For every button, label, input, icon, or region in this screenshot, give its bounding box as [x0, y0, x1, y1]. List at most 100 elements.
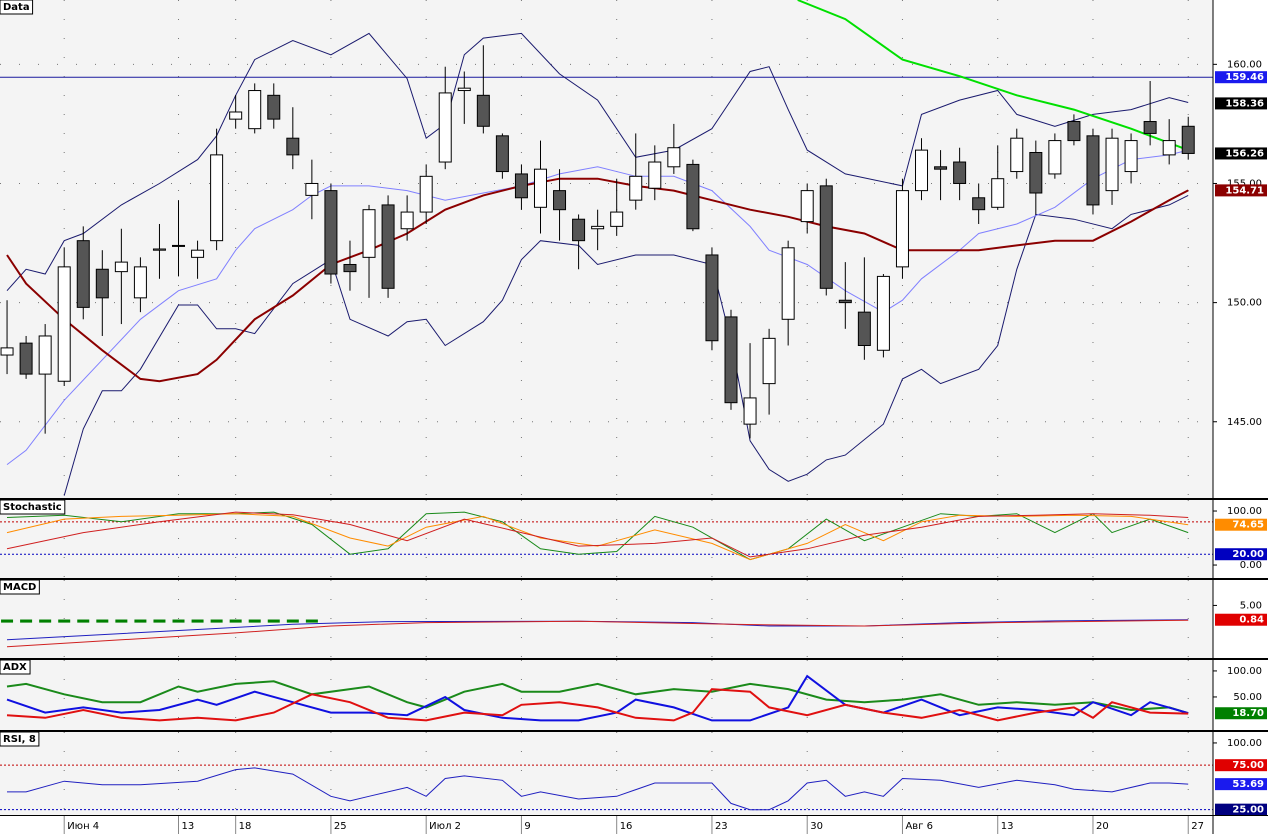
indicator-line: [6, 619, 1189, 648]
price-badge-label: 18.70: [1232, 708, 1264, 719]
candle-body: [705, 254, 719, 342]
y-tick-label: 145.00: [1227, 417, 1262, 428]
candle-body: [648, 161, 662, 189]
histogram-bar: [172, 619, 185, 623]
panel-title: Data: [3, 2, 30, 13]
candle-body: [1010, 137, 1024, 173]
candle-body: [953, 161, 967, 184]
price-badge-label: 154.71: [1225, 185, 1264, 196]
candle-body: [57, 266, 71, 382]
price-badge-label: 75.00: [1232, 760, 1264, 771]
histogram-bar: [115, 619, 128, 623]
candle-body: [800, 190, 814, 223]
histogram-bar: [1, 619, 14, 623]
candle-body: [1181, 125, 1195, 154]
indicator-line: [6, 680, 1189, 715]
candle-body: [1105, 137, 1119, 192]
y-tick-label: 100.00: [1227, 506, 1262, 517]
candle-body: [514, 173, 528, 199]
candle-body: [857, 311, 871, 347]
panel-bg: [0, 732, 1213, 815]
candle-body: [114, 261, 128, 273]
panel-title: Stochastic: [3, 502, 62, 513]
candle-body: [248, 90, 262, 130]
candle-body: [38, 335, 52, 375]
candle-body: [1067, 121, 1081, 142]
candle-body: [610, 211, 624, 227]
x-tick-label: 13: [1001, 821, 1014, 832]
indicator-line: [7, 767, 1189, 811]
panel-title: RSI, 8: [3, 734, 36, 745]
x-tick-label: 20: [1096, 821, 1109, 832]
candle-body: [19, 342, 33, 375]
histogram-bar: [191, 619, 204, 623]
price-badge: [1215, 71, 1267, 84]
price-badge-label: 158.36: [1225, 98, 1264, 109]
panel-title-box: [0, 659, 31, 675]
candle-body: [381, 204, 395, 289]
x-tick-label: Июн 4: [67, 821, 99, 832]
candle-body: [972, 197, 986, 211]
candle-body: [553, 190, 567, 211]
panel-bg: [0, 0, 1213, 498]
candle-body: [400, 211, 414, 230]
candle-body: [591, 225, 605, 230]
histogram-bar: [153, 619, 166, 623]
candle-body: [476, 94, 490, 127]
x-tick-label: 13: [182, 821, 195, 832]
histogram-bar: [210, 619, 223, 623]
histogram-bar: [248, 619, 261, 623]
y-tick-label: 5.00: [1240, 600, 1262, 611]
x-tick-label: 16: [620, 821, 633, 832]
histogram-bar: [96, 619, 109, 623]
candle-body: [572, 218, 586, 242]
histogram-bar: [267, 619, 280, 623]
candle-body: [95, 268, 109, 299]
candle-body: [781, 247, 795, 320]
candle-body: [286, 137, 300, 156]
candle-body: [1029, 151, 1043, 194]
panel-title: ADX: [3, 662, 27, 673]
x-tick-label: 27: [1191, 821, 1204, 832]
price-badge-label: 74.65: [1232, 520, 1264, 531]
histogram-bar: [229, 619, 242, 623]
x-tick-label: 25: [334, 821, 347, 832]
candle-body: [724, 316, 738, 404]
indicator-line: [6, 513, 1189, 561]
x-tick-label: 18: [239, 821, 252, 832]
panel-bg: [0, 580, 1213, 658]
candle-body: [210, 154, 224, 242]
candle-body: [934, 166, 948, 170]
scale-bg: [1213, 732, 1268, 815]
x-tick-label: 30: [810, 821, 823, 832]
candle-body: [229, 111, 243, 120]
panel-title-box: [0, 499, 66, 515]
candle-body: [1086, 135, 1100, 206]
candle-body: [172, 244, 186, 247]
price-badge-label: 0.84: [1239, 615, 1264, 626]
candle-body: [0, 347, 14, 356]
x-tick-label: Авг 6: [905, 821, 933, 832]
x-tick-label: Июл 2: [429, 821, 461, 832]
price-badge: [1215, 518, 1267, 531]
panel-title-box: [0, 731, 40, 747]
panel-bg: [0, 500, 1213, 578]
x-tick-label: 9: [524, 821, 530, 832]
histogram-bar: [77, 619, 90, 623]
candle-body: [895, 190, 909, 268]
candle-body: [343, 263, 357, 273]
histogram-bar: [39, 619, 52, 623]
candle-body: [1162, 140, 1176, 156]
price-badge-label: 53.69: [1232, 779, 1264, 790]
candle-body: [838, 299, 852, 304]
indicator-line: [6, 688, 1189, 722]
candle-body: [1124, 140, 1138, 173]
candle-body: [76, 240, 90, 308]
indicator-line: [6, 149, 1189, 466]
y-tick-label: 100.00: [1227, 666, 1262, 677]
indicator-line: [797, 0, 1189, 152]
histogram-bar: [305, 619, 318, 623]
price-badge: [1215, 613, 1267, 626]
panel-title: MACD: [3, 582, 36, 593]
price-badge-label: 25.00: [1232, 805, 1264, 816]
